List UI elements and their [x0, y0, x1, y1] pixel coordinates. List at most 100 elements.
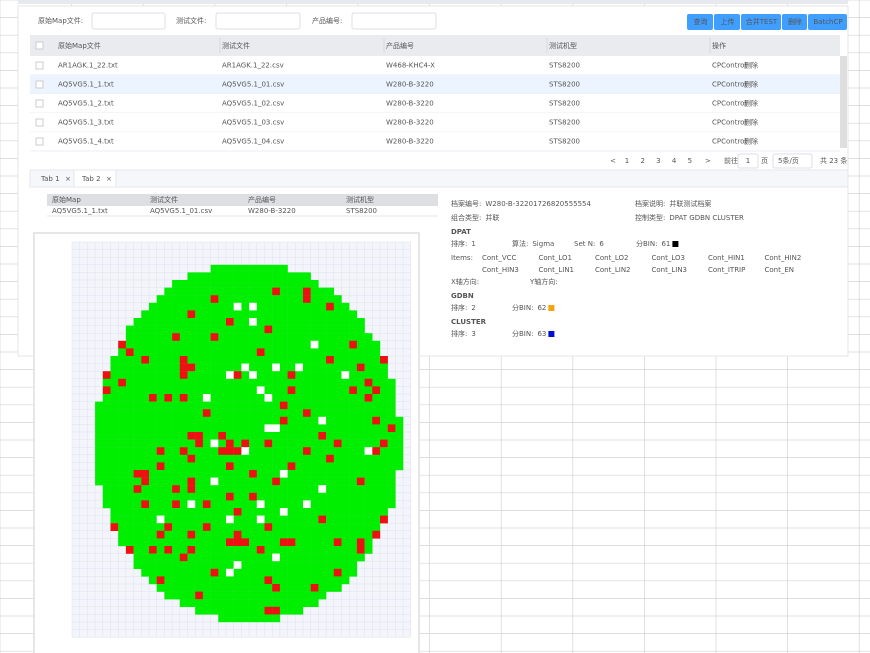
tab-close[interactable]: × [65, 175, 71, 183]
cell[interactable]: AR1AGK.1_22.csv [222, 62, 284, 70]
tab[interactable]: Tab 2 [81, 175, 101, 183]
die [188, 470, 196, 478]
cell[interactable]: AQ5VG5.1_02.csv [222, 100, 284, 108]
filter-input[interactable] [92, 13, 165, 29]
die [326, 310, 334, 318]
button-label[interactable]: 删除 [788, 17, 802, 26]
die [149, 462, 157, 470]
die [357, 356, 365, 364]
die [203, 371, 211, 379]
die [134, 485, 142, 493]
page-prev[interactable]: < [610, 157, 616, 165]
die [118, 478, 126, 486]
action-link[interactable]: CPControl [712, 81, 746, 89]
die [303, 531, 311, 539]
die [126, 478, 134, 486]
die [118, 447, 126, 455]
action-link[interactable]: CPControl [712, 62, 746, 70]
die [295, 485, 303, 493]
die [111, 447, 119, 455]
die [111, 371, 119, 379]
filter-input[interactable] [352, 13, 436, 29]
action-link[interactable]: 删除 [744, 99, 758, 108]
die [334, 424, 342, 432]
action-link[interactable]: CPControl [712, 119, 746, 127]
die [288, 500, 296, 508]
checkbox[interactable] [36, 81, 43, 88]
die [211, 447, 219, 455]
die [241, 386, 249, 394]
action-link[interactable]: 删除 [744, 118, 758, 127]
die [188, 318, 196, 326]
page-size[interactable]: 5条/页 [778, 156, 799, 165]
page-number[interactable]: 4 [672, 157, 677, 165]
die [157, 470, 165, 478]
button-label[interactable]: BatchCP [813, 18, 842, 26]
die [280, 402, 288, 410]
die [318, 485, 326, 493]
die [226, 265, 234, 273]
tab-close[interactable]: × [106, 175, 112, 183]
button-label[interactable]: 上传 [721, 17, 735, 26]
page-next[interactable]: > [705, 157, 711, 165]
cell[interactable]: AQ5VG5.1_3.txt [58, 119, 114, 127]
die [303, 599, 311, 607]
cell[interactable]: AQ5VG5.1_1.txt [58, 81, 114, 89]
filter-input[interactable] [216, 13, 300, 29]
page-number[interactable]: 3 [656, 157, 660, 165]
die [280, 379, 288, 387]
die [257, 614, 265, 622]
checkbox[interactable] [36, 119, 43, 126]
checkbox[interactable] [36, 138, 43, 145]
checkbox[interactable] [36, 62, 43, 69]
die [172, 364, 180, 372]
die [280, 478, 288, 486]
page-number[interactable]: 2 [640, 157, 644, 165]
die [280, 561, 288, 569]
die [295, 592, 303, 600]
die [265, 341, 273, 349]
page-input-value[interactable]: 1 [746, 157, 750, 165]
die [303, 310, 311, 318]
action-link[interactable]: 删除 [744, 80, 758, 89]
page-number[interactable]: 1 [625, 157, 629, 165]
die [157, 576, 165, 584]
die [180, 348, 188, 356]
param-label: 排序: [451, 239, 467, 248]
cell[interactable]: AQ5VG5.1_04.csv [222, 138, 284, 146]
checkbox[interactable] [36, 100, 43, 107]
cell[interactable]: AR1AGK.1_22.txt [58, 62, 118, 70]
action-link[interactable]: CPControl [712, 138, 746, 146]
die [295, 523, 303, 531]
die [342, 341, 350, 349]
die [118, 364, 126, 372]
action-link[interactable]: 删除 [744, 61, 758, 70]
checkbox[interactable] [36, 42, 43, 49]
die [164, 516, 172, 524]
die [211, 356, 219, 364]
die [265, 280, 273, 288]
cell[interactable]: AQ5VG5.1_03.csv [222, 119, 284, 127]
die [211, 402, 219, 410]
page-number[interactable]: 5 [688, 157, 692, 165]
die [141, 326, 149, 334]
cell[interactable]: AQ5VG5.1_01.csv [222, 81, 284, 89]
cell: STS8200 [549, 119, 580, 127]
die [257, 318, 265, 326]
die [326, 531, 334, 539]
die [149, 508, 157, 516]
die [180, 561, 188, 569]
die [280, 318, 288, 326]
cell[interactable]: AQ5VG5.1_4.txt [58, 138, 114, 146]
action-link[interactable]: CPControl [712, 100, 746, 108]
button-label[interactable]: 合并TEST [746, 17, 778, 26]
die [126, 326, 134, 334]
die [303, 303, 311, 311]
action-link[interactable]: 删除 [744, 137, 758, 146]
button-label[interactable]: 查询 [694, 17, 708, 26]
cell[interactable]: AQ5VG5.1_2.txt [58, 100, 114, 108]
die [288, 417, 296, 425]
die [141, 538, 149, 546]
tab[interactable]: Tab 1 [40, 175, 60, 183]
die [164, 348, 172, 356]
